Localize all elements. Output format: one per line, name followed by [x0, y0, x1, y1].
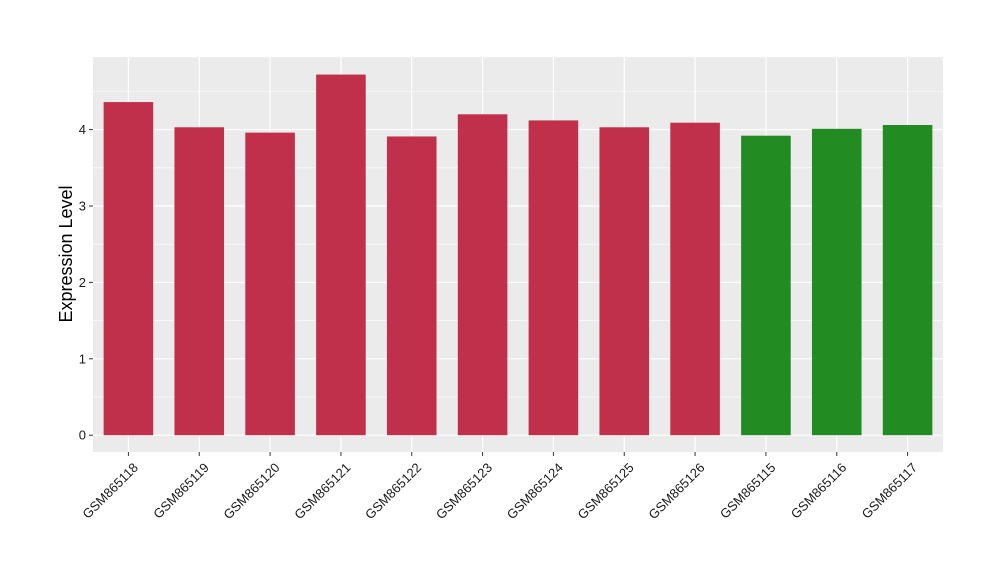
bar-GSM865116 [811, 128, 862, 436]
x-tick-label: GSM865120 [220, 460, 282, 522]
x-tick-label: GSM865118 [79, 460, 141, 522]
bar-GSM865126 [670, 122, 720, 436]
x-tick-label: GSM865126 [645, 460, 707, 522]
bar-GSM865122 [386, 136, 437, 436]
x-tick-label: GSM865122 [362, 460, 424, 522]
bar-GSM865121 [316, 74, 366, 436]
bar-GSM865117 [882, 124, 933, 436]
y-tick-label: 0 [79, 428, 86, 443]
x-tick-label: GSM865116 [788, 460, 850, 522]
bar-GSM865120 [245, 132, 295, 436]
x-tick-label: GSM865117 [859, 460, 921, 522]
y-tick-label: 4 [79, 122, 86, 137]
x-tick-label: GSM865123 [433, 460, 495, 522]
y-tick-label: 1 [79, 351, 86, 366]
bar-GSM865123 [457, 114, 508, 436]
y-axis-title: Expression Level [56, 185, 76, 322]
x-tick-label: GSM865125 [575, 460, 637, 522]
bars [103, 74, 933, 436]
bar-GSM865115 [741, 135, 791, 436]
y-tick-label: 2 [79, 275, 86, 290]
y-axis: 0 1 2 3 4 [79, 122, 93, 443]
y-tick-label: 3 [79, 198, 86, 213]
x-axis: GSM865118 GSM865119 GSM865120 GSM865121 GSM8… [79, 452, 920, 522]
bar-GSM865124 [528, 120, 579, 436]
bar-GSM865125 [599, 127, 650, 436]
bar-GSM865118 [103, 102, 154, 436]
bar-GSM865119 [174, 127, 225, 436]
x-tick-label: GSM865115 [717, 460, 779, 522]
plot-panel [93, 57, 943, 452]
x-tick-label: GSM865119 [150, 460, 212, 522]
x-tick-label: GSM865124 [504, 460, 566, 522]
x-tick-label: GSM865121 [291, 460, 353, 522]
